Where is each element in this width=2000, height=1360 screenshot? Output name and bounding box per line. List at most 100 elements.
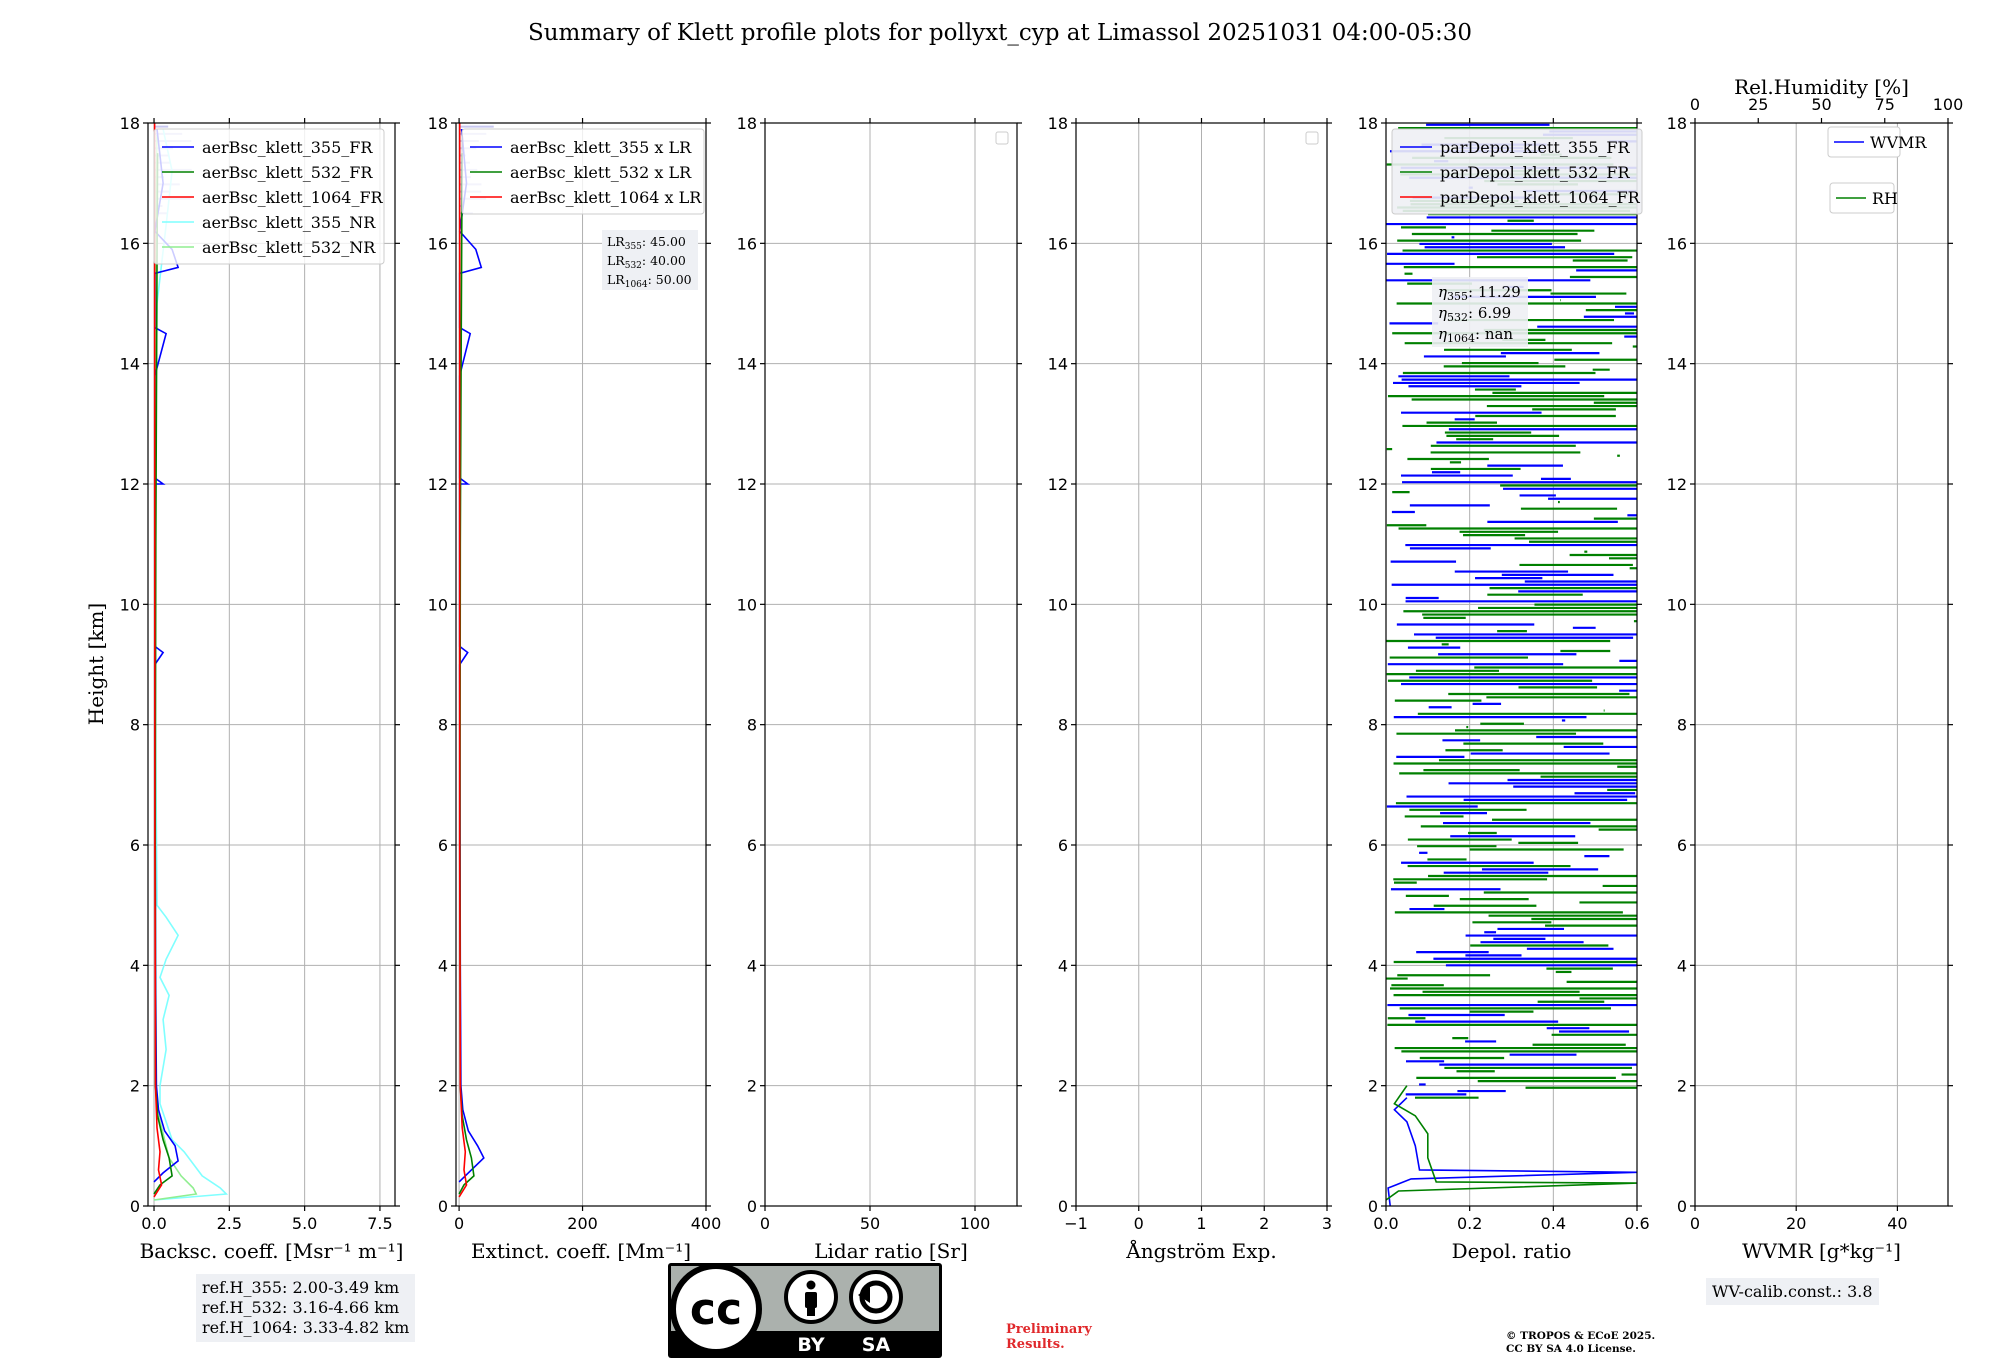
xtick-label: 0 xyxy=(454,1214,464,1233)
ytick-label: 16 xyxy=(1358,234,1378,253)
top-xtick-label: 100 xyxy=(1933,95,1964,114)
panel-lidar_ratio: 0 2 4 6 8 10 12 14 16 18 0 50 100 Lidar ratio [Sr] xyxy=(737,114,1022,1263)
ytick-label: 18 xyxy=(1048,114,1068,133)
ytick-label: 2 xyxy=(438,1077,448,1096)
ytick-label: 6 xyxy=(1058,836,1068,855)
legend-wvmr: WVMR RH xyxy=(1827,126,1927,214)
xtick-label: 0 xyxy=(760,1214,770,1233)
xtick-label: 0.0 xyxy=(1373,1214,1398,1233)
ytick-label: 4 xyxy=(747,956,757,975)
axes-frame xyxy=(1385,122,1638,1207)
wv-calibration-constant: WV-calib.const.: 3.8 xyxy=(1706,1278,1879,1305)
ytick-label: 0 xyxy=(1368,1197,1378,1216)
ytick-label: 16 xyxy=(737,234,757,253)
ytick-label: 2 xyxy=(130,1077,140,1096)
panel-depol: 0 2 4 6 8 10 12 14 16 18 0.0 0.2 0.4 0.6 Depol. ratio p… xyxy=(1358,114,1650,1263)
ytick-label: 2 xyxy=(1368,1077,1378,1096)
legend-box xyxy=(461,128,705,215)
empty-legend-box xyxy=(995,131,1009,145)
ytick-label: 10 xyxy=(1048,595,1068,614)
depol-noise-lines xyxy=(1386,123,1637,1099)
ytick-label: 12 xyxy=(737,475,757,494)
ytick-label: 4 xyxy=(1058,956,1068,975)
legend-depol: parDepol_klett_355_FR parDepol_klett_532_… xyxy=(1391,128,1643,215)
ytick-label: 16 xyxy=(1048,234,1068,253)
ytick-label: 12 xyxy=(428,475,448,494)
xtick-label: −1 xyxy=(1064,1214,1088,1233)
ytick-label: 14 xyxy=(1048,355,1068,374)
eta-text: η355: 11.29 xyxy=(1438,283,1521,303)
copyright-line-2: CC BY SA 4.0 License. xyxy=(1506,1343,1636,1355)
ytick-label: 8 xyxy=(747,716,757,735)
ytick-label: 10 xyxy=(428,595,448,614)
legend-label: parDepol_klett_355_FR xyxy=(1440,138,1631,157)
ytick-label: 12 xyxy=(1667,475,1687,494)
lidar-ratio-text: LR355: 45.00 xyxy=(607,234,686,252)
ytick-label: 2 xyxy=(747,1077,757,1096)
legend-label: parDepol_klett_1064_FR xyxy=(1440,188,1641,207)
xtick-label: 1 xyxy=(1196,1214,1206,1233)
series-line-aerBsc_klett_1064_FR xyxy=(153,122,163,1198)
ytick-label: 18 xyxy=(120,114,140,133)
top-xtick-label: 25 xyxy=(1748,95,1768,114)
ytick-label: 2 xyxy=(1677,1077,1687,1096)
cc-by-sa-icon: cc BY SA xyxy=(668,1263,942,1358)
xtick-label: 0.0 xyxy=(141,1214,166,1233)
legend-label: WVMR xyxy=(1870,133,1927,152)
top-xtick-label: 0 xyxy=(1690,95,1700,114)
xtick-label: 50 xyxy=(860,1214,880,1233)
series-line-parDepol_klett_355_FR xyxy=(1387,1097,1638,1207)
ytick-label: 4 xyxy=(438,956,448,975)
eta-text: η1064: nan xyxy=(1438,325,1513,345)
xtick-label: 0 xyxy=(1134,1214,1144,1233)
copyright-line-1: © TROPOS & ECoE 2025. xyxy=(1506,1330,1656,1342)
ytick-label: 0 xyxy=(1058,1197,1068,1216)
xtick-label: 0 xyxy=(1690,1214,1700,1233)
xtick-label: 3 xyxy=(1322,1214,1332,1233)
legend-label: aerBsc_klett_1064 x LR xyxy=(510,188,702,207)
top-xtick-label: 75 xyxy=(1875,95,1895,114)
ref-height-532: ref.H_532: 3.16-4.66 km xyxy=(202,1298,400,1317)
series-line-aerBsc_klett_355_NR xyxy=(153,128,229,1201)
series-line-parDepol_klett_532_FR xyxy=(1385,1085,1638,1201)
preliminary-line-2: Results. xyxy=(1006,1337,1065,1352)
sa-text: SA xyxy=(862,1334,891,1356)
legend-label: RH xyxy=(1872,189,1898,208)
xlabel-depol: Depol. ratio xyxy=(1452,1239,1572,1263)
empty-legend-box xyxy=(1305,131,1319,145)
ytick-label: 0 xyxy=(747,1197,757,1216)
xtick-label: 200 xyxy=(567,1214,598,1233)
y-axis-label: Height [km] xyxy=(84,603,108,725)
ytick-label: 0 xyxy=(130,1197,140,1216)
xlabel-angstrom: Ångström Exp. xyxy=(1125,1238,1276,1263)
xtick-label: 100 xyxy=(960,1214,991,1233)
xlabel-extinction: Extinct. coeff. [Mm⁻¹] xyxy=(471,1239,691,1263)
ytick-label: 18 xyxy=(1358,114,1378,133)
xlabel-wvmr: WVMR [g*kg⁻¹] xyxy=(1742,1239,1901,1263)
legend-box xyxy=(153,128,385,265)
ytick-label: 6 xyxy=(1368,836,1378,855)
ytick-label: 0 xyxy=(438,1197,448,1216)
legend-label: aerBsc_klett_532_NR xyxy=(202,238,376,257)
legend-label: aerBsc_klett_355_NR xyxy=(202,213,376,232)
top-axis-label: Rel.Humidity [%] xyxy=(1734,75,1909,99)
ytick-label: 12 xyxy=(1048,475,1068,494)
ytick-label: 10 xyxy=(1667,595,1687,614)
ytick-label: 4 xyxy=(1677,956,1687,975)
ytick-label: 18 xyxy=(737,114,757,133)
xlabel-backscatter: Backsc. coeff. [Msr⁻¹ m⁻¹] xyxy=(140,1239,404,1263)
legend-extinction: aerBsc_klett_355 x LR aerBsc_klett_532 x … xyxy=(461,128,705,215)
ytick-label: 16 xyxy=(1667,234,1687,253)
xtick-label: 5.0 xyxy=(292,1214,317,1233)
ytick-label: 4 xyxy=(1368,956,1378,975)
ytick-label: 16 xyxy=(428,234,448,253)
eta-box xyxy=(1432,277,1528,347)
xtick-label: 0.4 xyxy=(1541,1214,1566,1233)
ytick-label: 14 xyxy=(1358,355,1378,374)
legend-label: aerBsc_klett_355 x LR xyxy=(510,138,692,157)
xtick-label: 7.5 xyxy=(367,1214,392,1233)
ytick-label: 10 xyxy=(737,595,757,614)
legend-label: parDepol_klett_532_FR xyxy=(1440,163,1631,182)
ytick-label: 8 xyxy=(1677,716,1687,735)
